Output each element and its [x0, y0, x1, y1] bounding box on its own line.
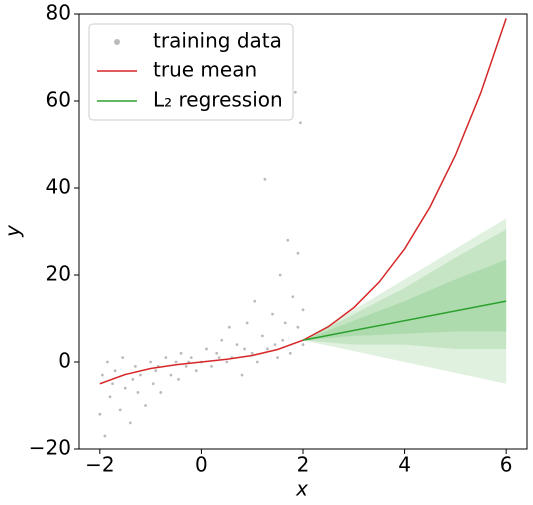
training-point — [123, 386, 127, 390]
training-point — [151, 382, 155, 386]
y-axis-label: y — [1, 224, 25, 238]
training-point — [217, 356, 221, 360]
uncertainty-band — [303, 259, 507, 341]
training-point — [250, 351, 254, 355]
training-point — [106, 360, 109, 364]
training-point — [111, 382, 114, 386]
x-tick-label: 6 — [500, 453, 513, 477]
training-point — [240, 373, 244, 377]
x-tick-label: 0 — [195, 453, 208, 477]
uncertainty-band — [303, 218, 507, 384]
training-point — [296, 325, 300, 329]
y-tick-label: 80 — [46, 1, 71, 25]
training-point — [301, 343, 305, 346]
training-point — [98, 412, 102, 416]
training-point — [283, 321, 287, 325]
legend-label: L₂ regression — [153, 88, 283, 112]
training-point — [118, 408, 122, 412]
training-point — [144, 404, 147, 407]
training-point — [215, 351, 219, 355]
training-point — [281, 338, 285, 342]
training-point — [133, 364, 137, 368]
training-point — [179, 351, 183, 355]
y-tick-label: 60 — [46, 88, 71, 112]
legend-marker — [114, 39, 120, 45]
training-point — [288, 351, 292, 355]
training-point — [220, 338, 224, 342]
y-tick-label: 20 — [46, 262, 71, 286]
training-point — [293, 90, 297, 94]
y-tick-label: 40 — [46, 175, 71, 199]
training-point — [128, 421, 132, 425]
training-point — [227, 325, 231, 329]
training-point — [136, 391, 140, 394]
training-point — [299, 121, 302, 125]
training-point — [174, 360, 178, 364]
training-point — [154, 369, 158, 373]
legend-label: true mean — [153, 58, 257, 82]
training-point — [131, 378, 135, 381]
training-point — [177, 378, 180, 381]
training-point — [255, 360, 259, 364]
training-point — [149, 360, 153, 364]
training-point — [276, 356, 280, 360]
training-point — [103, 434, 107, 438]
training-point — [184, 364, 188, 368]
training-point — [210, 364, 213, 368]
training-point — [243, 347, 246, 351]
training-point — [273, 343, 277, 346]
training-point — [291, 295, 295, 299]
plot-area — [98, 18, 507, 438]
x-tick-label: −2 — [85, 453, 114, 477]
training-point — [278, 273, 282, 277]
training-point — [169, 373, 173, 377]
training-point — [296, 251, 300, 255]
training-point — [260, 334, 264, 338]
training-point — [253, 299, 257, 303]
training-point — [266, 347, 269, 351]
training-point — [159, 391, 163, 394]
uncertainty-band — [303, 229, 507, 349]
training-point — [194, 369, 198, 373]
training-point — [139, 373, 142, 377]
x-axis-label: x — [295, 477, 308, 501]
x-tick-label: 2 — [297, 453, 310, 477]
training-point — [235, 343, 239, 346]
training-point — [286, 238, 290, 242]
x-tick-label: 4 — [398, 453, 411, 477]
series-line — [302, 300, 507, 341]
training-point — [271, 312, 274, 316]
legend-box — [88, 23, 294, 121]
training-point — [225, 360, 229, 364]
y-tick-label: 0 — [58, 349, 71, 373]
y-tick-label: −20 — [29, 436, 71, 460]
training-point — [164, 356, 168, 360]
training-point — [205, 347, 208, 351]
legend-label: training data — [153, 29, 282, 53]
training-point — [245, 321, 249, 325]
training-point — [189, 356, 193, 360]
training-point — [121, 356, 125, 360]
plot-frame — [78, 13, 528, 450]
training-point — [263, 177, 267, 181]
training-point — [108, 395, 112, 399]
training-point — [100, 373, 104, 377]
training-point — [301, 308, 305, 312]
training-point — [113, 369, 117, 373]
